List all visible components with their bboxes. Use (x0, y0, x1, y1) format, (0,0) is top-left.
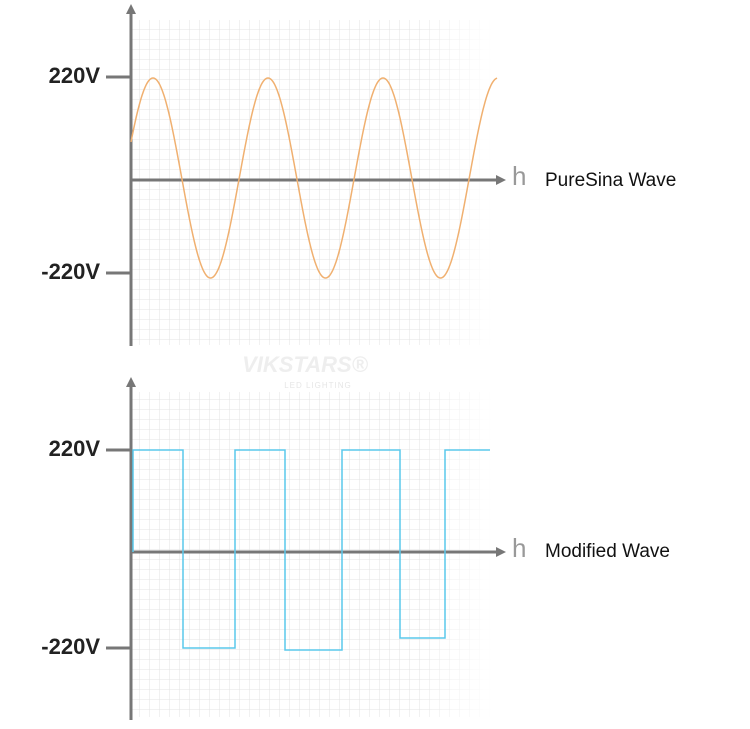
arrow-head (496, 547, 506, 557)
axis-label: h (512, 533, 526, 563)
y-label: 220V (49, 436, 101, 461)
square-wave (132, 449, 490, 651)
arrow-head (126, 4, 136, 14)
arrow-head (126, 377, 136, 387)
grid-fade (132, 392, 492, 717)
wave-name: Modified Wave (545, 541, 670, 562)
wave-name: PureSina Wave (545, 170, 676, 191)
arrow-head (496, 175, 506, 185)
axis-label: h (512, 161, 526, 191)
y-label: -220V (41, 634, 100, 659)
watermark-brand: VIKSTARS® (242, 352, 369, 377)
grid-fade (132, 20, 492, 345)
sine-wave (130, 77, 498, 279)
axes (106, 12, 498, 346)
y-label: -220V (41, 259, 100, 284)
y-label: 220V (49, 63, 101, 88)
watermark-tagline: LED LIGHTING (284, 381, 352, 390)
axes (106, 385, 498, 720)
